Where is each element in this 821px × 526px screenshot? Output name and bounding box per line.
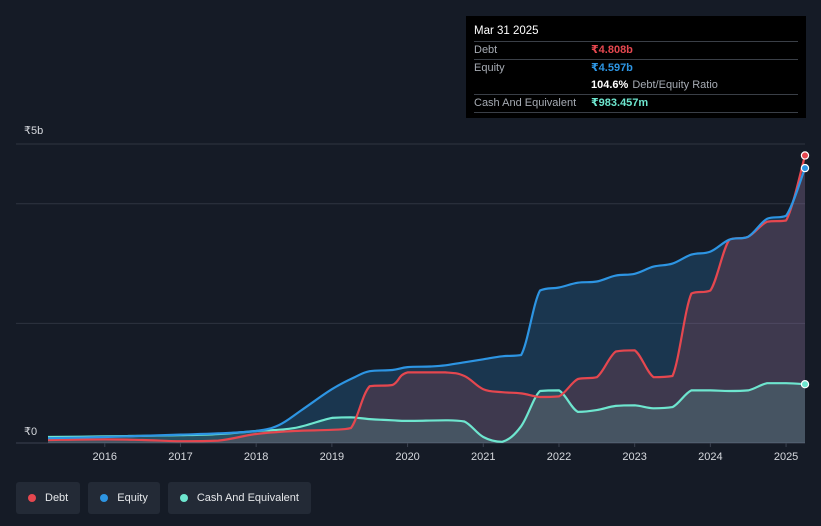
- area-cash: [48, 383, 805, 443]
- legend-label-equity: Equity: [117, 492, 148, 504]
- series-line-debt: [47, 155, 807, 443]
- x-tick-label: 2025: [774, 451, 798, 463]
- tooltip-debt-label: Debt: [474, 44, 498, 56]
- area-equity: [48, 168, 805, 443]
- tooltip-date: Mar 31 2025: [474, 25, 539, 37]
- tooltip-equity-label: Equity: [474, 62, 505, 74]
- legend-label-cash: Cash And Equivalent: [196, 492, 299, 504]
- x-tick-label: 2023: [622, 451, 646, 463]
- x-tick-label: 2017: [168, 451, 192, 463]
- tooltip-equity-row: Equity ₹4.597b: [474, 59, 798, 77]
- end-marker-debt: [800, 151, 810, 160]
- tooltip-equity-value: ₹4.597b: [591, 62, 633, 74]
- x-tick-label: 2021: [471, 451, 495, 463]
- legend-item-debt[interactable]: Debt: [16, 482, 81, 514]
- end-marker-cash: [800, 380, 810, 389]
- legend-dot-cash: [179, 494, 188, 502]
- area-layer: [48, 155, 805, 443]
- y-tick-label: ₹5b: [24, 125, 43, 137]
- tooltip-ratio-label: Debt/Equity Ratio: [632, 79, 718, 91]
- tooltip-ratio-row: 104.6% Debt/Equity Ratio: [474, 77, 798, 94]
- axis-layer: ₹5b ₹0 2016 2017 2018 2019 2020 2021 2022 2023 202…: [24, 125, 798, 463]
- legend-item-cash[interactable]: Cash And Equivalent: [167, 482, 311, 514]
- series-line-equity: [47, 167, 807, 440]
- tooltip-cash-value: ₹983.457m: [591, 97, 649, 109]
- area-debt: [48, 155, 805, 443]
- tooltip-cash-row: Cash And Equivalent ₹983.457m: [474, 94, 798, 113]
- tooltip-debt-value: ₹4.808b: [591, 44, 633, 56]
- x-tick-label: 2024: [698, 451, 722, 463]
- tooltip-debt-row: Debt ₹4.808b: [474, 41, 798, 59]
- tooltip-panel: Mar 31 2025 Debt ₹4.808b Equity ₹4.597b …: [466, 16, 806, 118]
- tooltip-ratio-value: 104.6%: [591, 79, 629, 91]
- y-tick-label: ₹0: [24, 426, 37, 438]
- legend-item-equity[interactable]: Equity: [88, 482, 160, 514]
- end-marker-equity: [800, 163, 810, 173]
- legend-dot-equity: [100, 494, 109, 502]
- legend-dot-debt: [28, 494, 36, 502]
- grid-layer: [16, 143, 805, 444]
- x-tick-label: 2018: [244, 451, 268, 463]
- x-tick-label: 2022: [547, 451, 571, 463]
- tooltip-cash-label: Cash And Equivalent: [474, 97, 577, 109]
- x-tick-label: 2016: [93, 451, 117, 463]
- x-tick-label: 2020: [395, 451, 419, 463]
- x-tick-label: 2019: [320, 451, 344, 463]
- legend: Debt Equity Cash And Equivalent: [16, 482, 311, 514]
- legend-label-debt: Debt: [45, 492, 69, 504]
- line-layer: [47, 155, 807, 443]
- marker-layer: [800, 151, 810, 389]
